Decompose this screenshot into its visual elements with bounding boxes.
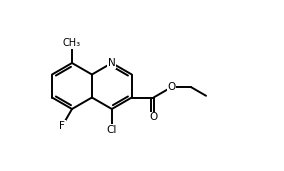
Text: F: F [59, 121, 65, 131]
Text: CH₃: CH₃ [63, 38, 81, 48]
Text: O: O [149, 112, 158, 122]
Text: Cl: Cl [107, 125, 117, 135]
Text: N: N [108, 58, 116, 68]
Text: O: O [167, 82, 176, 92]
